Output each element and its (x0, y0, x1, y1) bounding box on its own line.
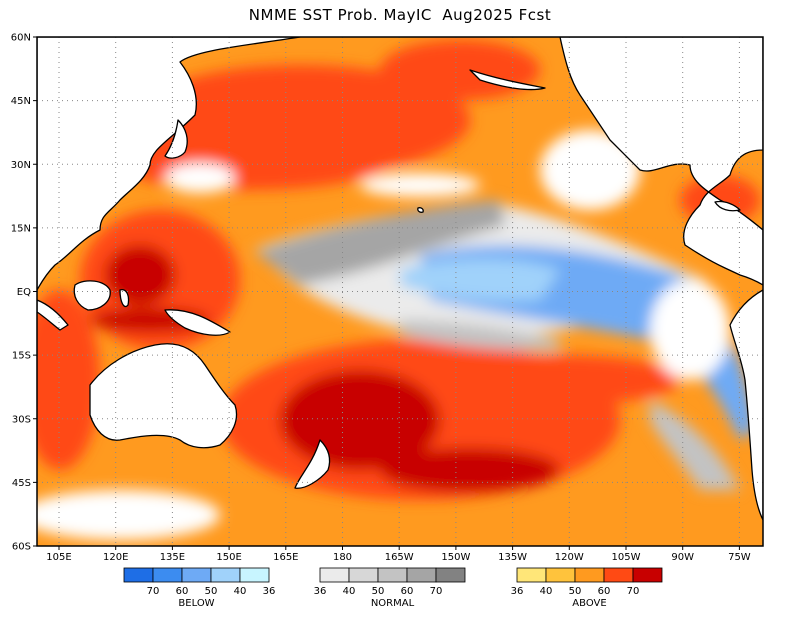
legend-above: 36 40 50 60 70 ABOVE (511, 567, 663, 609)
map-title: NMME SST Prob. MayIC Aug2025 Fcst (248, 6, 552, 24)
blank-region-north-pacific (165, 163, 235, 193)
landmass-alaska-islands (469, 69, 546, 91)
landmass-new-zealand (294, 439, 331, 489)
latitude-labels: 60N 45N 30N 15N EQ 15S 30S 45S 60S (11, 33, 37, 553)
lat-label: 60N (11, 33, 31, 44)
lat-label: 45N (11, 96, 31, 107)
legend-tick-label: 60 (598, 586, 611, 597)
lat-label: 15N (11, 223, 31, 234)
above-60-region-southeast (440, 355, 680, 405)
landmass-borneo (73, 280, 111, 311)
probability-field (37, 40, 760, 540)
above-70-region-south-central (380, 448, 560, 492)
legend-tick-label: 60 (401, 586, 414, 597)
lat-label: 60S (12, 542, 31, 553)
lon-label: 120W (555, 552, 584, 563)
lon-label: 75W (728, 552, 751, 563)
legend-swatch (632, 567, 663, 583)
legend-swatch (152, 567, 183, 583)
map-area (37, 37, 763, 546)
legend-tick-label: 36 (511, 586, 524, 597)
landmass-north-america (559, 37, 763, 286)
above-70-region-philippines (105, 245, 175, 305)
normal-region-southeast-pacific (650, 400, 740, 490)
legend-tick-label: 40 (234, 586, 247, 597)
lon-label: 165E (273, 552, 298, 563)
legend-tick-label: 50 (205, 586, 218, 597)
normal-60-region (255, 200, 505, 285)
legend-swatch (603, 567, 634, 583)
legend-swatch (435, 567, 466, 583)
legend-category-label: BELOW (178, 598, 214, 609)
legend-swatch (239, 567, 270, 583)
legend-normal: 36 40 50 60 70 NORMAL (314, 567, 466, 609)
legend-swatch (516, 567, 547, 583)
above-60-region-northeast (380, 40, 540, 100)
below-40-region-east-pacific (400, 258, 560, 302)
landmass-hawaii (417, 207, 424, 213)
legend-category-label: ABOVE (572, 598, 606, 609)
legend-tick-label: 36 (263, 586, 276, 597)
legend-tick-label: 40 (540, 586, 553, 597)
lon-label: 105E (46, 552, 71, 563)
lon-label: 150W (441, 552, 470, 563)
lat-label: 30N (11, 160, 31, 171)
legend-swatch (574, 567, 605, 583)
landmass-japan (164, 119, 188, 159)
legend-swatch (545, 567, 576, 583)
landmass-new-guinea (164, 309, 231, 336)
lat-label: 30S (12, 414, 31, 425)
landmass-sumatra (37, 299, 69, 331)
legend-swatch (348, 567, 379, 583)
legend-swatch (319, 567, 350, 583)
legend-below: 70 60 50 40 36 BELOW (123, 567, 276, 609)
blank-region-east-north (540, 130, 640, 210)
legend-swatch (406, 567, 437, 583)
legend-tick-label: 70 (627, 586, 640, 597)
blank-region-equator-east (650, 280, 730, 380)
blank-region-central-north (360, 173, 480, 197)
lon-label: 165W (385, 552, 414, 563)
lon-label: 180 (333, 552, 352, 563)
lat-lon-grid (37, 37, 763, 546)
legend-swatch (123, 567, 154, 583)
normal-50-region-south (400, 320, 560, 351)
lon-label: 120E (103, 552, 128, 563)
lon-label: 105W (612, 552, 641, 563)
legend-tick-label: 50 (569, 586, 582, 597)
lon-label: 90W (671, 552, 694, 563)
legend-category-label: NORMAL (371, 598, 415, 609)
legend-swatch (210, 567, 241, 583)
lat-label: EQ (17, 287, 31, 298)
above-60-region-indian-ocean (37, 290, 100, 470)
lat-label: 45S (12, 478, 31, 489)
landmass-cuba (714, 200, 741, 212)
legend-tick-label: 60 (176, 586, 189, 597)
legend-tick-label: 50 (372, 586, 385, 597)
longitude-labels: 105E 120E 135E 150E 165E 180 165W 150W 135W 120W 1… (46, 546, 751, 563)
legend-tick-label: 70 (430, 586, 443, 597)
landmass-sulawesi (119, 289, 130, 308)
lon-label: 150E (216, 552, 241, 563)
legend-swatch (377, 567, 408, 583)
lon-label: 135W (498, 552, 527, 563)
landmass-south-america (729, 289, 763, 521)
landmass-australia (89, 343, 238, 449)
legend-tick-label: 40 (343, 586, 356, 597)
legend-tick-label: 36 (314, 586, 327, 597)
legend-tick-label: 70 (147, 586, 160, 597)
lat-label: 15S (12, 351, 31, 362)
blank-region-southern-ocean (37, 490, 220, 540)
legend-swatch (181, 567, 212, 583)
lon-label: 135E (160, 552, 185, 563)
